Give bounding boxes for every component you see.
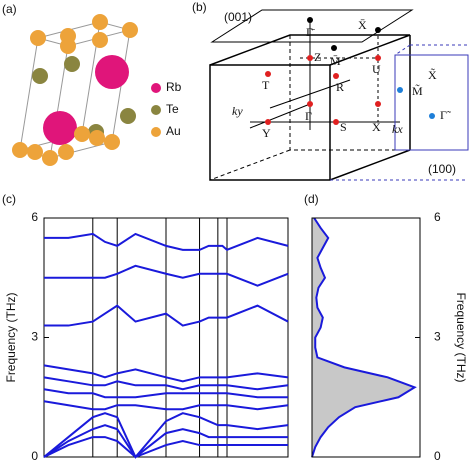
band [44, 232, 289, 252]
legend: Rb Te Au [151, 80, 182, 138]
panel-label: (c) [2, 192, 16, 206]
legend-swatch [151, 127, 161, 137]
band [44, 304, 289, 327]
point-label: M̃ [412, 83, 423, 97]
panel-label: (d) [304, 192, 319, 206]
bz-points [265, 17, 435, 125]
dos-line [311, 217, 417, 458]
panel-label: (a) [2, 2, 17, 16]
band [43, 400, 289, 411]
point-label: M̄ [330, 54, 341, 68]
plane-label: (100) [428, 162, 456, 176]
atoms [12, 14, 138, 166]
point-label: S [340, 120, 347, 134]
y-tick-label: 3 [434, 330, 441, 344]
panel-label: (b) [192, 0, 207, 14]
band [43, 388, 288, 399]
axis-label: kx [392, 122, 403, 136]
dos-area [312, 218, 415, 457]
point-label: X̃ [428, 67, 437, 81]
plot-frame [43, 217, 289, 458]
legend-swatch [151, 83, 161, 93]
brillouin-zone [209, 9, 469, 181]
y-tick-label: 6 [434, 210, 441, 224]
point-label: Z [314, 50, 321, 64]
y-tick-label: 6 [31, 210, 38, 224]
point-label: X [372, 120, 381, 134]
band [43, 424, 288, 459]
legend-label: Rb [166, 80, 182, 94]
band [43, 412, 289, 459]
plane-label: (001) [224, 10, 252, 24]
point-label: Γ [305, 109, 312, 123]
point-label: U [372, 62, 381, 76]
y-axis-label: Frequency (THz) [454, 292, 468, 382]
point-label: Γ̃ [440, 108, 451, 122]
point-label: X̄ [358, 18, 367, 32]
plot-frame [311, 217, 421, 458]
y-tick-label: 0 [434, 449, 441, 463]
band [44, 264, 289, 287]
point-label: T [262, 78, 270, 92]
point-label: Γ̄ [306, 25, 315, 39]
bz-labels: (001) (100) Γ̄ X̄ M̄ Z U T R Γ Y S X ky … [224, 10, 456, 176]
axis-label: ky [232, 104, 243, 118]
legend-swatch [151, 105, 161, 115]
y-tick-label: 0 [31, 449, 38, 463]
point-label: Y [262, 126, 271, 140]
y-tick-label: 3 [31, 330, 38, 344]
band [43, 436, 288, 459]
y-axis-label: Frequency (THz) [4, 292, 18, 382]
legend-label: Au [166, 124, 181, 138]
band [43, 376, 289, 391]
band [43, 364, 289, 383]
legend-label: Te [166, 102, 179, 116]
point-label: R [336, 80, 344, 94]
